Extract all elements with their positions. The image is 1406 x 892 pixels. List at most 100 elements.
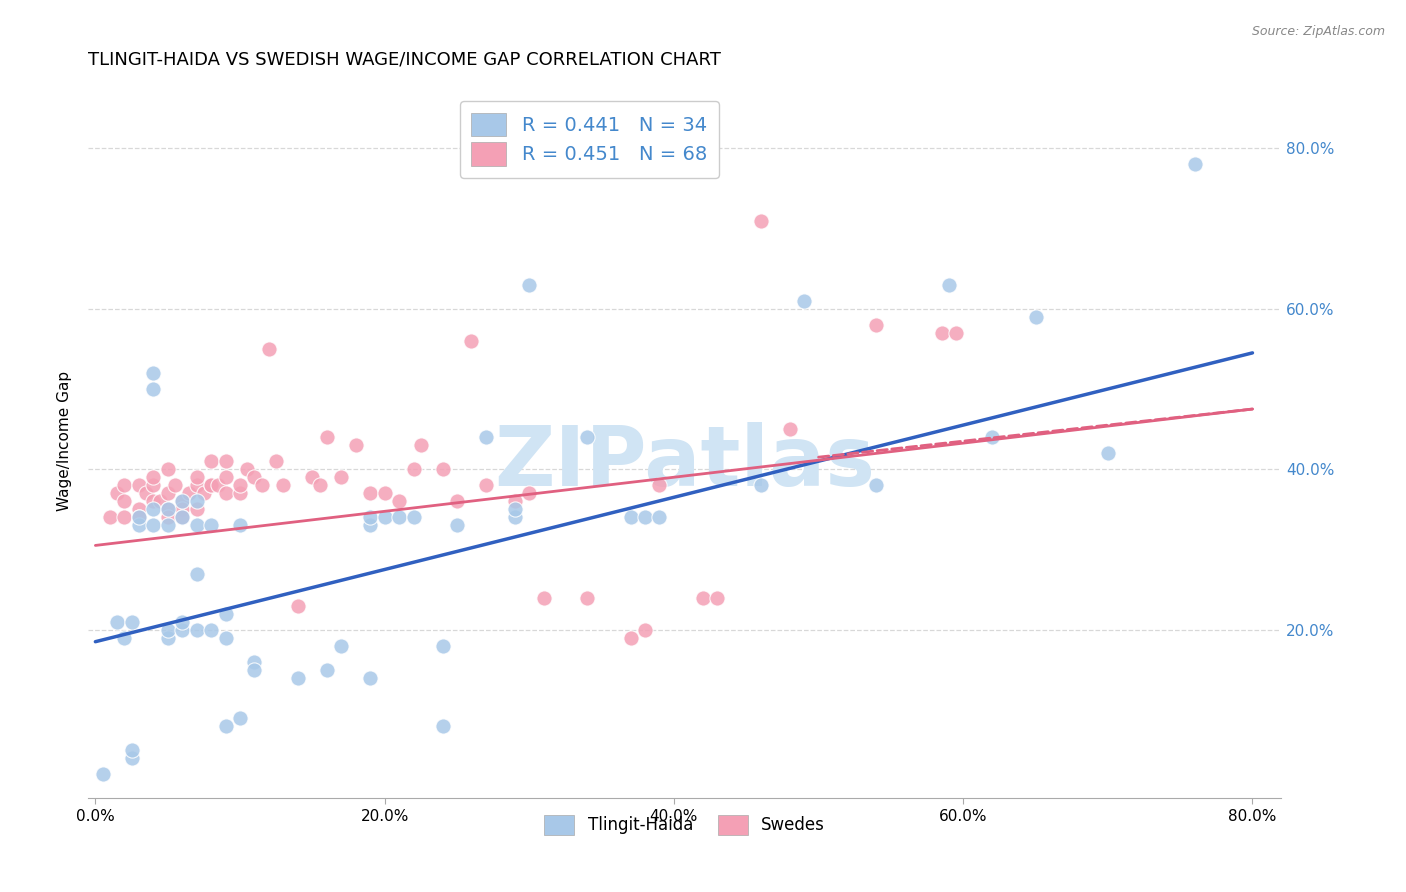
Point: [402, 510, 425, 524]
Point: [533, 591, 555, 605]
Point: [931, 326, 953, 340]
Point: [121, 751, 143, 765]
Point: [186, 470, 208, 484]
Point: [236, 462, 259, 476]
Point: [142, 494, 165, 508]
Text: TLINGIT-HAIDA VS SWEDISH WAGE/INCOME GAP CORRELATION CHART: TLINGIT-HAIDA VS SWEDISH WAGE/INCOME GAP…: [89, 51, 721, 69]
Point: [229, 478, 252, 492]
Point: [172, 510, 194, 524]
Point: [475, 430, 498, 444]
Point: [214, 631, 236, 645]
Point: [503, 502, 526, 516]
Point: [250, 478, 273, 492]
Point: [374, 486, 396, 500]
Point: [517, 486, 540, 500]
Point: [156, 462, 179, 476]
Point: [359, 486, 381, 500]
Point: [619, 510, 641, 524]
Point: [301, 470, 323, 484]
Point: [374, 510, 396, 524]
Point: [186, 494, 208, 508]
Point: [156, 486, 179, 500]
Text: Source: ZipAtlas.com: Source: ZipAtlas.com: [1251, 25, 1385, 38]
Point: [156, 510, 179, 524]
Point: [330, 470, 353, 484]
Point: [112, 631, 135, 645]
Point: [200, 478, 222, 492]
Point: [105, 615, 128, 629]
Point: [359, 671, 381, 685]
Point: [142, 470, 165, 484]
Point: [460, 334, 482, 348]
Point: [142, 382, 165, 396]
Point: [112, 494, 135, 508]
Point: [186, 623, 208, 637]
Point: [388, 494, 411, 508]
Point: [172, 494, 194, 508]
Point: [938, 277, 960, 292]
Point: [287, 671, 309, 685]
Point: [200, 478, 222, 492]
Point: [172, 623, 194, 637]
Point: [91, 767, 114, 781]
Point: [142, 518, 165, 533]
Point: [172, 494, 194, 508]
Point: [121, 743, 143, 757]
Point: [1184, 157, 1206, 171]
Point: [257, 342, 280, 356]
Point: [207, 478, 229, 492]
Point: [308, 478, 330, 492]
Point: [172, 615, 194, 629]
Point: [128, 478, 150, 492]
Point: [634, 510, 657, 524]
Point: [163, 478, 186, 492]
Point: [156, 502, 179, 516]
Point: [359, 518, 381, 533]
Point: [200, 454, 222, 468]
Point: [264, 454, 287, 468]
Point: [432, 462, 454, 476]
Point: [692, 591, 714, 605]
Point: [330, 639, 353, 653]
Point: [503, 494, 526, 508]
Point: [388, 510, 411, 524]
Point: [243, 655, 266, 669]
Point: [243, 470, 266, 484]
Point: [517, 277, 540, 292]
Point: [121, 615, 143, 629]
Point: [200, 623, 222, 637]
Point: [648, 478, 671, 492]
Point: [193, 486, 215, 500]
Point: [214, 454, 236, 468]
Point: [142, 502, 165, 516]
Point: [156, 502, 179, 516]
Point: [179, 486, 201, 500]
Point: [634, 623, 657, 637]
Point: [172, 510, 194, 524]
Point: [749, 213, 772, 227]
Point: [749, 478, 772, 492]
Point: [315, 430, 337, 444]
Point: [1024, 310, 1046, 324]
Point: [432, 639, 454, 653]
Point: [409, 438, 432, 452]
Point: [200, 518, 222, 533]
Text: ZIPatlas: ZIPatlas: [495, 422, 876, 503]
Point: [359, 510, 381, 524]
Point: [446, 518, 468, 533]
Point: [214, 470, 236, 484]
Point: [214, 607, 236, 621]
Point: [186, 502, 208, 516]
Point: [98, 510, 121, 524]
Point: [619, 631, 641, 645]
Point: [149, 494, 172, 508]
Point: [706, 591, 728, 605]
Point: [142, 478, 165, 492]
Point: [865, 318, 887, 332]
Point: [779, 422, 801, 436]
Point: [446, 494, 468, 508]
Legend: Tlingit-Haida, Swedes: Tlingit-Haida, Swedes: [536, 806, 834, 843]
Point: [344, 438, 367, 452]
Point: [229, 486, 252, 500]
Point: [243, 663, 266, 677]
